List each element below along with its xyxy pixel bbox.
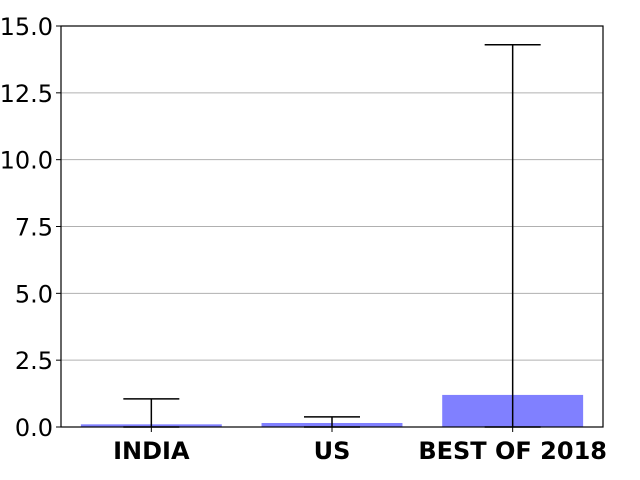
y-tick-label: 2.5 xyxy=(15,347,53,375)
y-tick-label: 7.5 xyxy=(15,214,53,242)
x-tick-label: INDIA xyxy=(113,437,190,465)
error-bars xyxy=(123,43,541,428)
y-tick-label: 10.0 xyxy=(0,147,53,175)
x-tick-label: BEST OF 2018 xyxy=(418,437,607,465)
error-bar xyxy=(123,398,180,428)
y-tick-label: 5.0 xyxy=(15,280,53,308)
error-bar xyxy=(484,43,541,428)
y-tick-label: 0.0 xyxy=(15,414,53,442)
y-tick-label: 12.5 xyxy=(0,80,53,108)
x-tick-label: US xyxy=(314,437,351,465)
y-axis-ticks: 0.0 2.5 5.0 7.5 10.0 12.5 15.0 xyxy=(0,13,61,442)
y-gridlines xyxy=(61,25,603,428)
x-axis-ticks: INDIA US BEST OF 2018 xyxy=(113,427,607,465)
y-tick-label: 15.0 xyxy=(0,13,53,41)
